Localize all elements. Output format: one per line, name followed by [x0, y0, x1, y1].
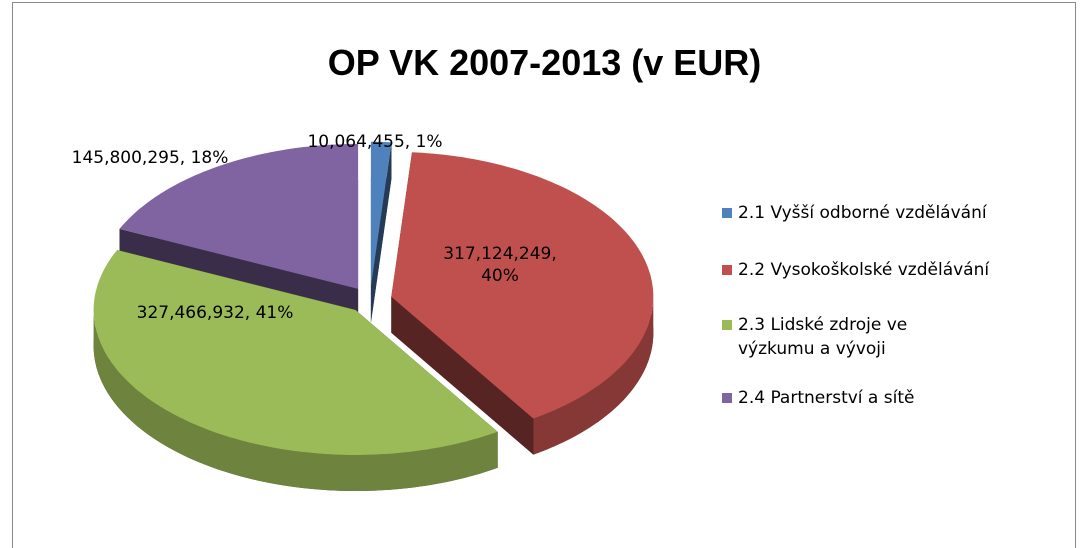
- data-label: 327,466,932, 41%: [136, 303, 294, 323]
- chart-title: OP VK 2007-2013 (v EUR): [327, 42, 762, 83]
- slice: [370, 141, 392, 287]
- data-label: 317,124,249, 40%: [443, 244, 557, 286]
- slice-wall: [391, 296, 534, 455]
- legend-item: 2.3 Lidské zdroje ve výzkumu a vývoji: [722, 313, 962, 361]
- legend-label: 2.2 Vysokoškolské vzdělávání: [738, 260, 990, 280]
- slice: [391, 152, 654, 419]
- legend-label: 2.3 Lidské zdroje ve výzkumu a vývoji: [738, 315, 908, 359]
- data-label: 10,064,455, 1%: [307, 132, 443, 152]
- legend-label: 2.4 Partnerství a sítě: [738, 388, 915, 408]
- legend-swatch: [722, 320, 732, 330]
- legend-label: 2.1 Vyšší odborné vzdělávání: [738, 203, 987, 223]
- legend-swatch: [722, 208, 732, 218]
- slice-side: [533, 296, 654, 455]
- legend-swatch: [722, 393, 732, 403]
- legend-swatch: [722, 265, 732, 275]
- slice: [119, 143, 359, 289]
- data-label: 145,800,295, 18%: [71, 148, 229, 168]
- slice-wall: [370, 142, 392, 323]
- legend-item: 2.4 Partnerství a sítě: [722, 386, 1062, 410]
- legend-item: 2.2 Vysokoškolské vzdělávání: [722, 258, 1062, 282]
- slice-side: [93, 310, 498, 491]
- slice: [93, 250, 498, 455]
- chart-frame: [12, 2, 1076, 548]
- legend-item: 2.1 Vyšší odborné vzdělávání: [722, 201, 1062, 225]
